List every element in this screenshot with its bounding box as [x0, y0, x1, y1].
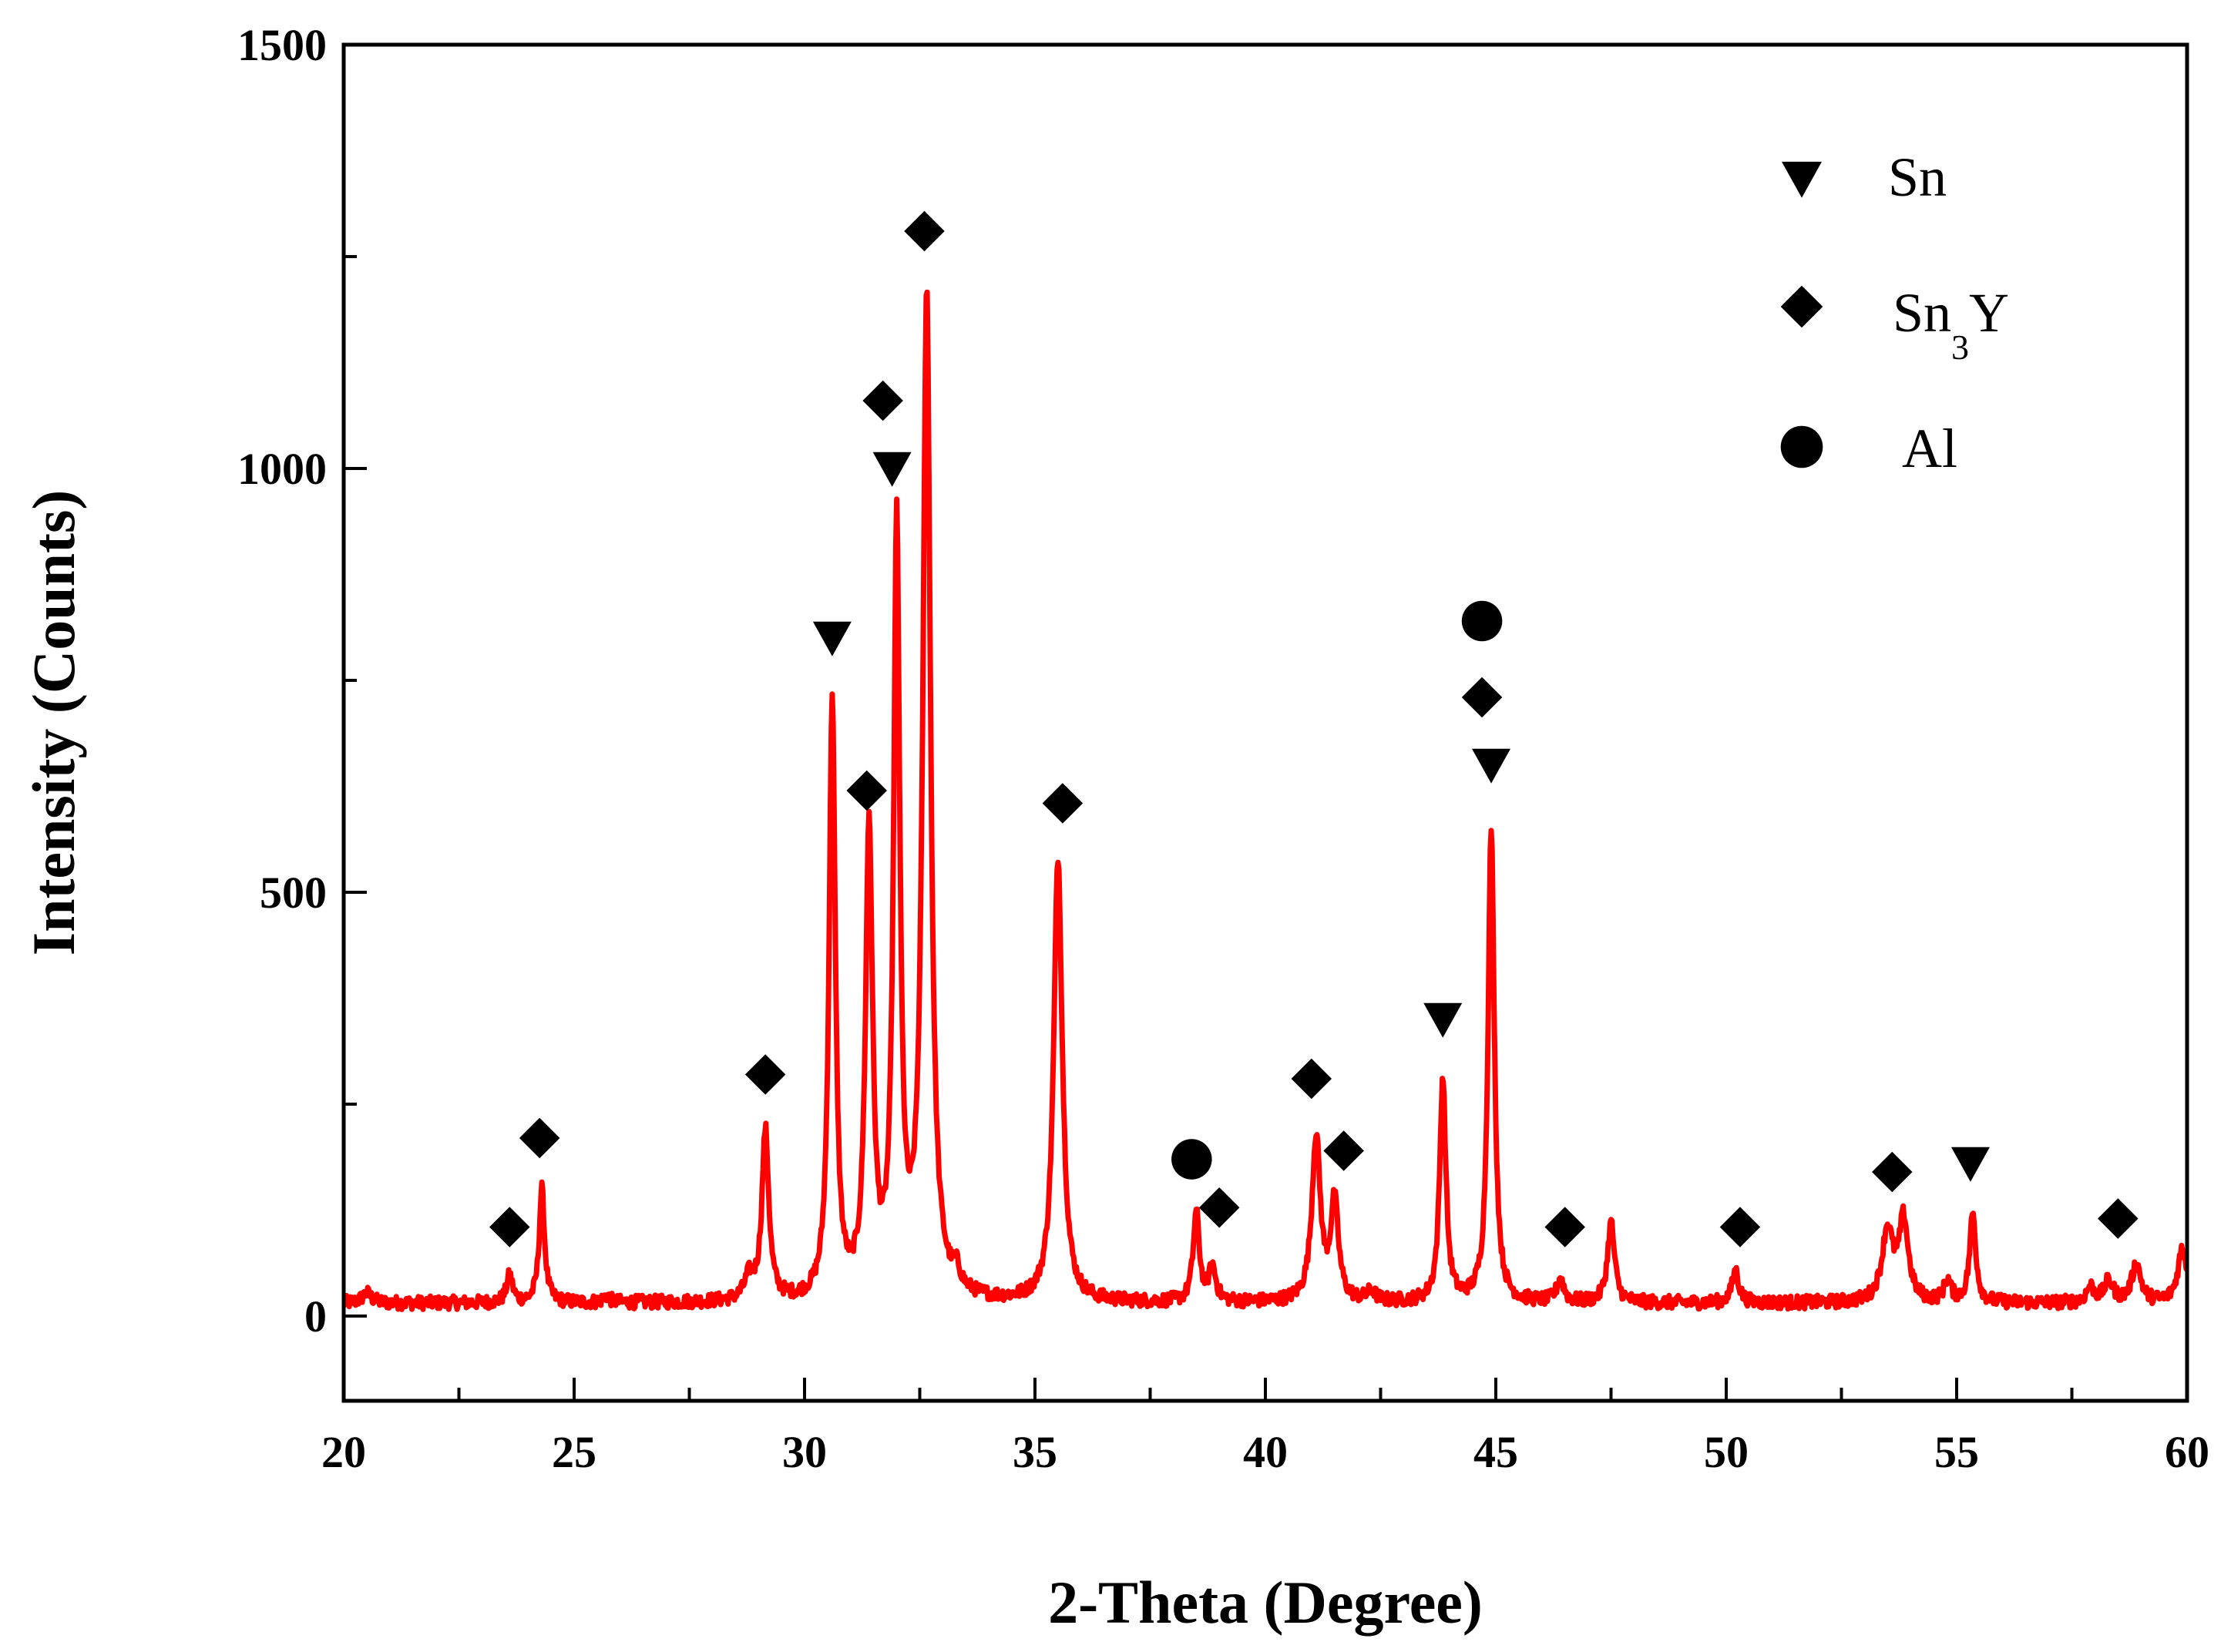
al-marker — [1461, 600, 1503, 642]
xrd-pattern-line — [344, 289, 2187, 1312]
plot-frame — [341, 42, 2189, 1403]
y-tick-label: 1000 — [237, 444, 327, 494]
sn3y-marker — [1544, 1207, 1585, 1247]
legend-al-symbol — [1780, 425, 1823, 468]
legend-label-sn: Sn — [1888, 146, 1947, 208]
x-tick-label: 40 — [1243, 1427, 1288, 1477]
sn3y-marker — [846, 770, 887, 811]
sn3y-marker — [1042, 783, 1084, 824]
legend-label-sn3y: Sn3Y — [1893, 282, 2009, 367]
legend-sn-symbol — [1782, 161, 1822, 198]
sn3y-marker — [1461, 677, 1503, 718]
legend-sn3y-symbol — [1780, 285, 1823, 328]
phase-markers — [489, 210, 2139, 1247]
x-tick-label: 20 — [321, 1427, 366, 1477]
sn3y-marker — [1198, 1187, 1240, 1228]
legend-label-sn3y-main: Sn — [1893, 282, 1951, 344]
sn3y-marker — [1291, 1058, 1332, 1100]
legend: Sn Sn3Y Al — [1780, 146, 2009, 479]
sn3y-marker — [904, 210, 945, 252]
y-tick-label: 0 — [304, 1291, 327, 1341]
axis-ticks — [342, 43, 2189, 1401]
legend-label-al: Al — [1902, 418, 1957, 479]
sn3y-marker — [1872, 1151, 1913, 1193]
x-tick-label: 30 — [782, 1427, 827, 1477]
sn3y-marker — [1719, 1207, 1761, 1247]
x-tick-label: 45 — [1473, 1427, 1518, 1477]
y-tick-label: 1500 — [237, 20, 327, 70]
sn3y-marker — [744, 1054, 786, 1095]
y-axis-title: Intensity (Counts) — [20, 490, 87, 956]
x-tick-label: 55 — [1934, 1427, 1979, 1477]
legend-symbols — [1780, 161, 1823, 468]
sn3y-marker — [2098, 1198, 2139, 1239]
x-tick-label: 50 — [1704, 1427, 1749, 1477]
sn3y-marker — [519, 1117, 560, 1159]
legend-label-sn3y-tail: Y — [1969, 282, 2009, 344]
sn-marker — [1950, 1147, 1990, 1182]
sn-marker — [872, 452, 912, 487]
sn-marker — [812, 621, 852, 656]
y-tick-label: 500 — [260, 868, 327, 918]
x-tick-label: 60 — [2165, 1427, 2209, 1477]
sn-marker — [1472, 748, 1511, 784]
legend-label-sn3y-sub: 3 — [1951, 327, 1969, 367]
sn3y-marker — [1323, 1130, 1364, 1171]
x-axis-title: 2-Theta (Degree) — [1048, 1569, 1483, 1636]
x-tick-label: 35 — [1013, 1427, 1057, 1477]
tick-labels: 20 25 30 35 40 45 50 55 60 0 500 1000 1500 — [237, 20, 2209, 1477]
sn3y-marker — [862, 380, 903, 421]
sn3y-marker — [489, 1207, 530, 1247]
x-tick-label: 25 — [552, 1427, 596, 1477]
al-marker — [1171, 1139, 1212, 1180]
sn-marker — [1423, 1002, 1463, 1038]
